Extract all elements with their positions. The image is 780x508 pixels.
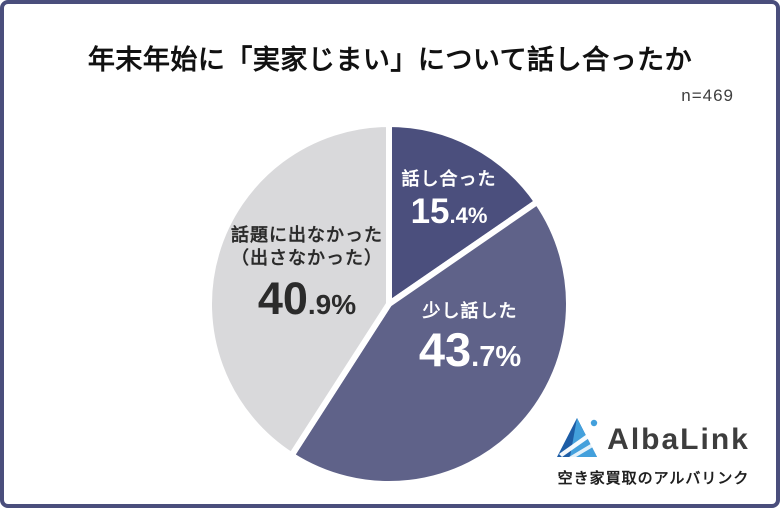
- pie-label-not-brought-up: 話題に出なかった （出さなかった） 40.9%: [231, 224, 383, 321]
- albalink-wordmark: AlbaLink: [607, 422, 750, 456]
- slice-label: 話し合った: [401, 169, 497, 189]
- sample-size-label: n=469: [681, 86, 734, 105]
- slice-label: 少し話した: [422, 301, 518, 321]
- slice-percentage: 43.7%: [418, 323, 522, 377]
- pie-label-discussed: 話し合った 15.4%: [402, 168, 497, 229]
- pie-slice: [288, 198, 572, 487]
- pie-slice: [206, 121, 392, 459]
- pie-chart: 話し合った 15.4% 少し話した 43.7% 話題に出なかった （出さなかった…: [4, 4, 776, 504]
- slice-label-line2: （出さなかった）: [231, 248, 383, 269]
- slice-percentage: 40.9%: [257, 272, 357, 324]
- slice-percentage: 15.4%: [410, 192, 488, 232]
- pie-slice: [386, 121, 541, 307]
- albalink-logo: AlbaLink 空き家買取のアルバリンク: [551, 415, 756, 488]
- pie-label-talked-a-little: 少し話した 43.7%: [419, 300, 521, 373]
- pie-chart-svg: [206, 121, 572, 487]
- albalink-triangle-icon: [557, 415, 599, 464]
- albalink-tagline: 空き家買取のアルバリンク: [557, 470, 750, 487]
- albalink-logo-row: AlbaLink: [551, 415, 756, 464]
- chart-title: 年末年始に「実家じまい」について話し合ったか: [87, 45, 693, 75]
- slice-label: 話題に出なかった: [231, 225, 383, 245]
